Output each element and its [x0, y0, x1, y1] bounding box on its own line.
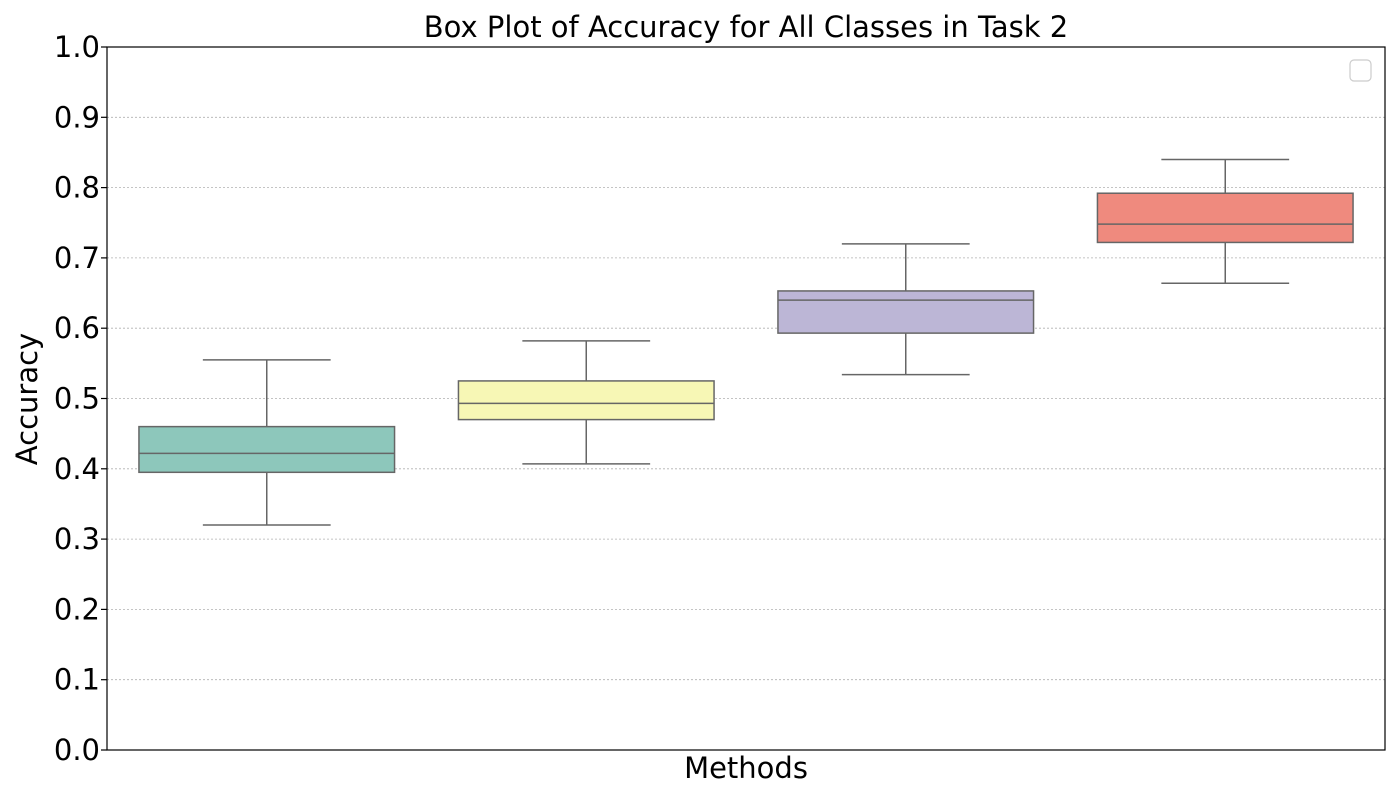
y-tick-label: 0.0	[54, 733, 100, 767]
y-tick-label: 0.1	[54, 663, 100, 697]
y-tick-label: 0.5	[54, 382, 100, 416]
y-axis-ticks: 0.0 0.1 0.2 0.3 0.4 0.5 0.6 0.7 0.8 0.9 1.0	[54, 30, 107, 767]
iqr-box	[1096, 192, 1354, 244]
legend	[1349, 59, 1372, 82]
iqr-box	[138, 425, 396, 474]
y-tick-label: 0.8	[54, 171, 100, 205]
y-tick-label: 1.0	[54, 30, 100, 64]
y-tick-label: 0.7	[54, 241, 100, 275]
box-method-3	[777, 243, 1035, 376]
y-tick-label: 0.9	[54, 100, 100, 134]
y-tick-label: 0.3	[54, 522, 100, 556]
x-axis-label: Methods	[684, 751, 808, 785]
iqr-box	[457, 380, 715, 421]
iqr-box	[777, 290, 1035, 334]
y-axis-label: Accuracy	[10, 333, 44, 465]
y-tick-label: 0.6	[54, 311, 100, 345]
box-method-4	[1096, 158, 1354, 284]
plot-frame	[106, 46, 1386, 751]
box-method-1	[138, 359, 396, 526]
chart-title: Box Plot of Accuracy for All Classes in …	[424, 10, 1068, 44]
box-series	[138, 158, 1354, 526]
box-method-2	[457, 340, 715, 465]
y-tick-label: 0.4	[54, 452, 100, 486]
y-tick-label: 0.2	[54, 592, 100, 626]
